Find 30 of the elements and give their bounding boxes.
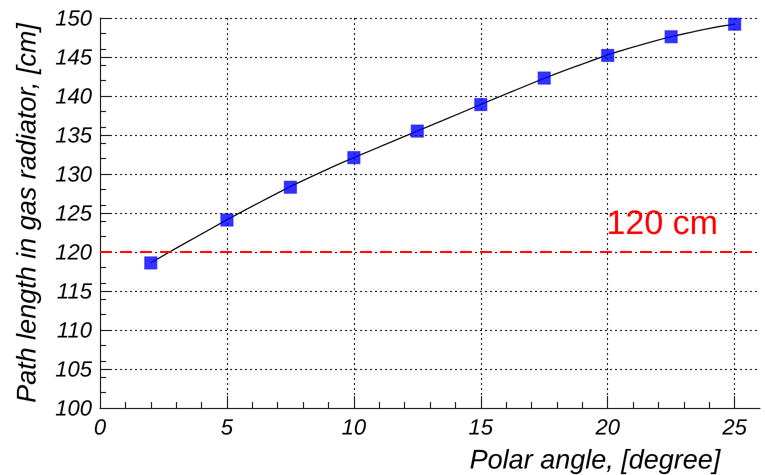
x-tick-label: 0 — [94, 414, 107, 440]
y-tick-label: 135 — [55, 122, 93, 148]
y-tick-label: 120 — [55, 240, 93, 264]
point — [664, 30, 678, 44]
y-tick-label: 110 — [56, 318, 93, 342]
point — [538, 72, 551, 85]
y-tick-label: 150 — [55, 6, 93, 30]
y-tick-label: 105 — [55, 356, 93, 382]
point — [284, 180, 297, 194]
y-axis-title: Path length in gas radiator, [cm] — [12, 22, 42, 403]
point — [347, 151, 360, 164]
point — [728, 18, 742, 31]
x-tick-label: 15 — [468, 414, 494, 440]
point — [410, 124, 424, 138]
y-tick-label: 145 — [55, 44, 93, 70]
x-tick-label: 25 — [721, 414, 748, 440]
x-tick-label: 10 — [342, 414, 367, 440]
x-axis-title: Polar angle, [degree] — [470, 444, 722, 474]
point — [144, 256, 158, 270]
y-tick-label: 125 — [55, 200, 93, 226]
y-tick-label: 130 — [55, 162, 93, 186]
ref-line-label: 120 cm — [606, 204, 718, 242]
y-tick-label: 115 — [56, 278, 93, 304]
y-tick-label: 140 — [55, 84, 93, 108]
point — [601, 48, 614, 62]
y-tick-label: 100 — [55, 396, 93, 420]
point — [474, 98, 488, 112]
x-tick-label: 20 — [594, 414, 621, 440]
point — [220, 214, 234, 227]
x-tick-label: 5 — [220, 414, 234, 440]
